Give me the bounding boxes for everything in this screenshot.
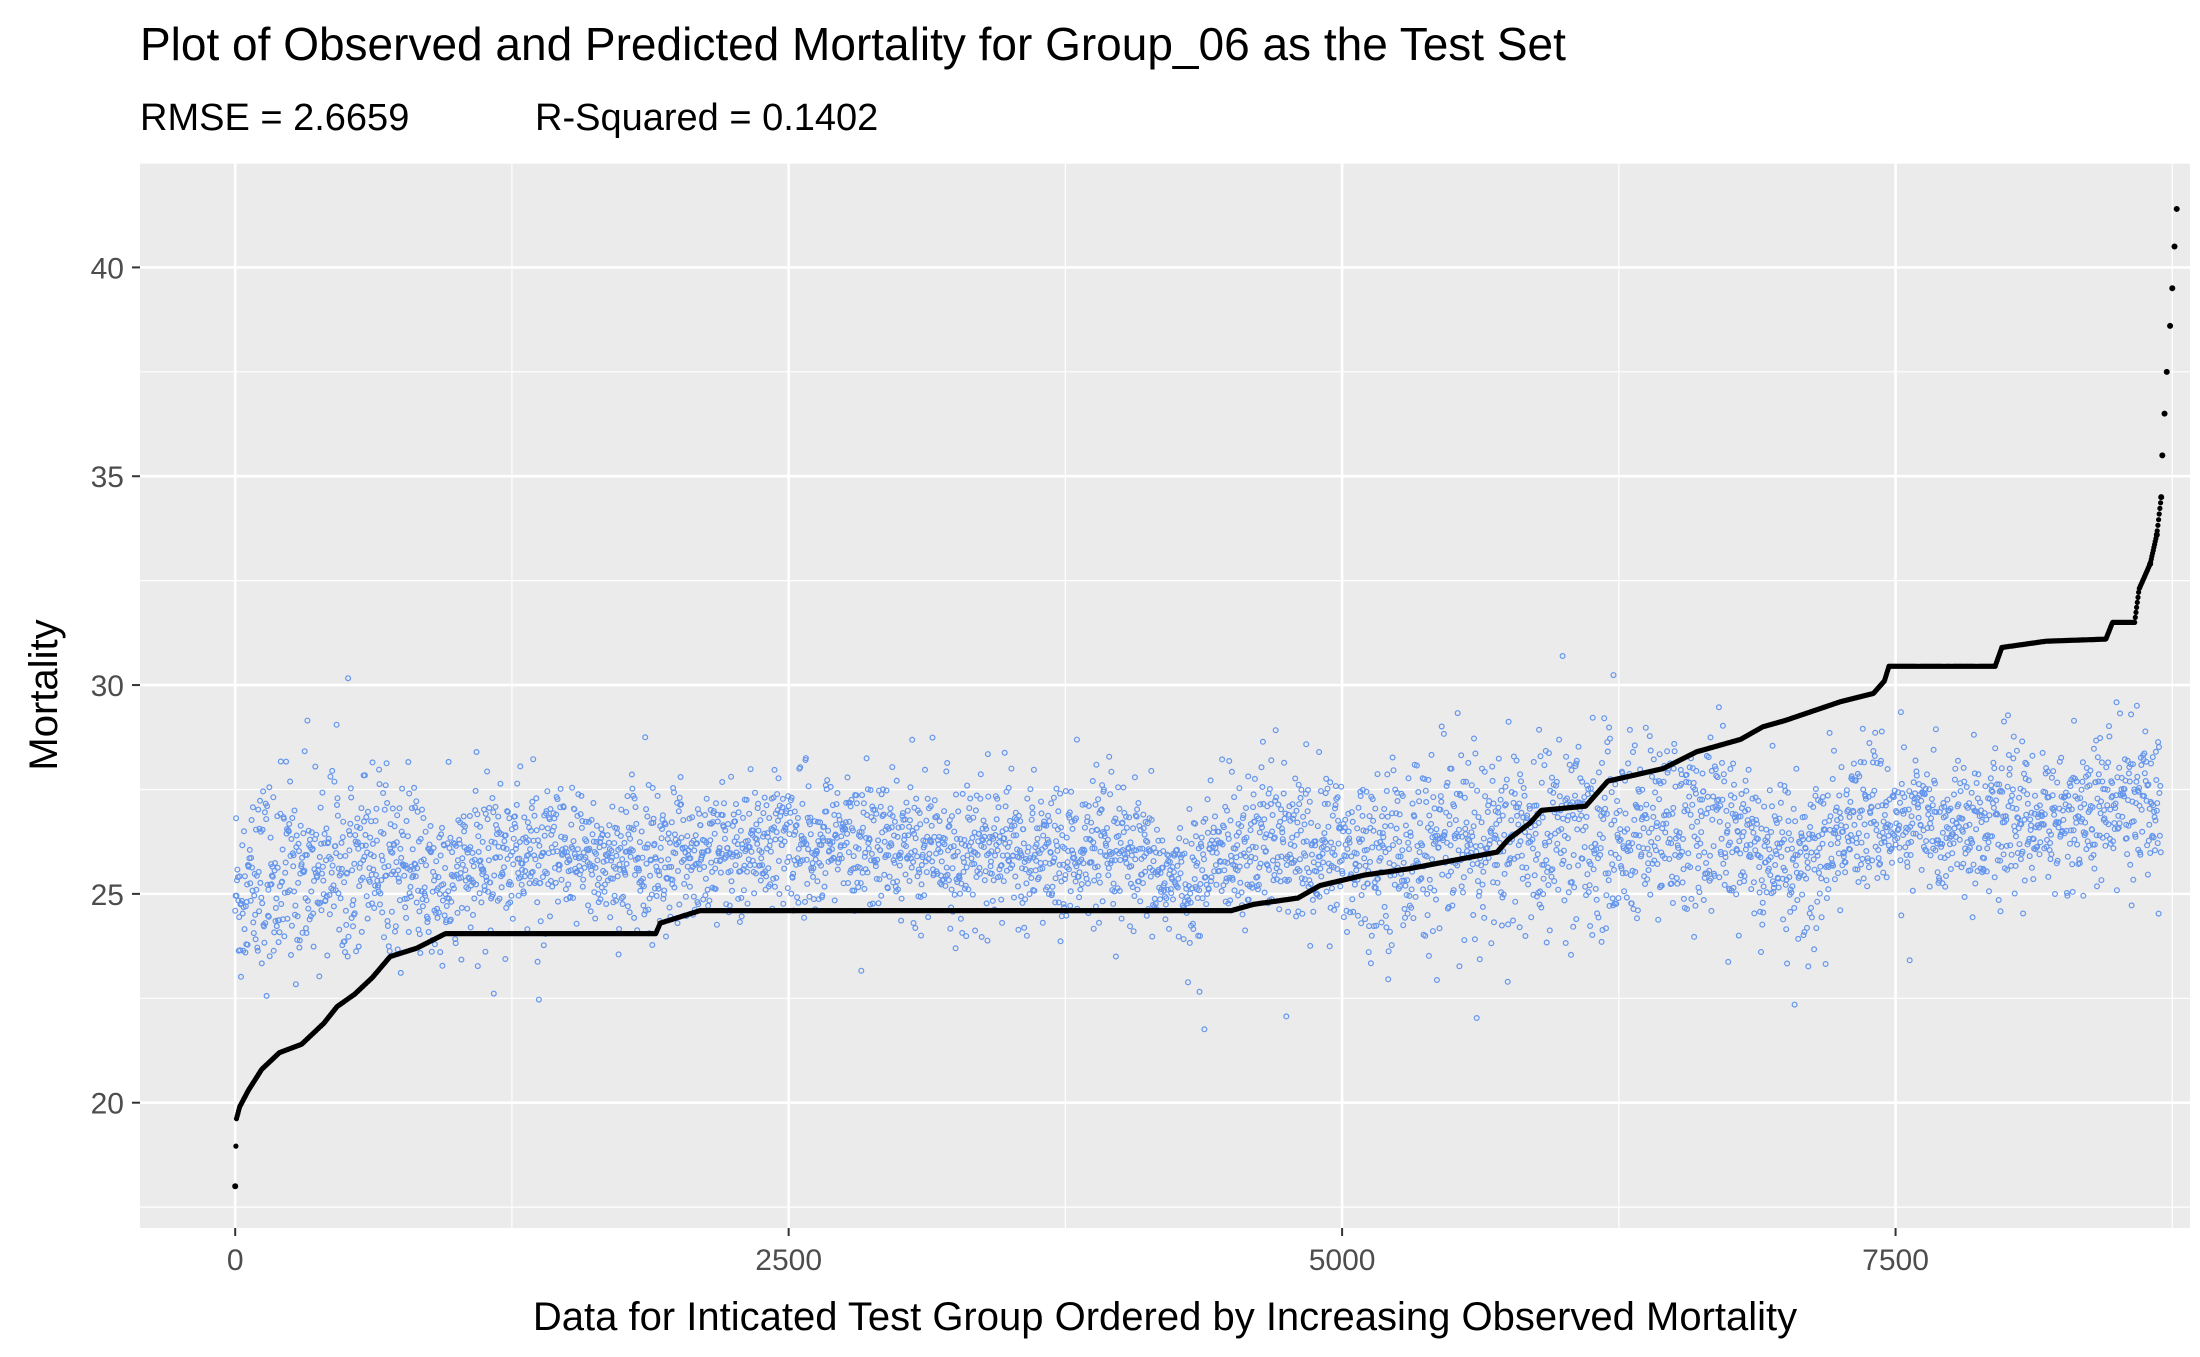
y-tick-label: 35 xyxy=(91,461,124,494)
observed-point xyxy=(2167,322,2174,329)
observed-point xyxy=(2171,243,2178,250)
x-tick-label: 0 xyxy=(227,1244,244,1277)
grid-minor xyxy=(140,162,2190,1228)
chart-title: Plot of Observed and Predicted Mortality… xyxy=(140,18,1566,70)
x-axis-title: Data for Inticated Test Group Ordered by… xyxy=(533,1295,1797,1339)
x-tick-label: 2500 xyxy=(755,1244,822,1277)
y-tick-label: 30 xyxy=(91,670,124,703)
chart-subtitle-rmse: RMSE = 2.6659 xyxy=(140,97,409,139)
y-tick-label: 40 xyxy=(91,252,124,285)
observed-point xyxy=(2163,368,2170,375)
y-axis-title: Mortality xyxy=(22,619,66,770)
observed-point xyxy=(2153,531,2160,538)
plot-panel xyxy=(140,163,2190,1228)
observed-points xyxy=(232,205,2180,1190)
grid-major xyxy=(140,163,2190,1228)
x-tick-label: 7500 xyxy=(1862,1244,1929,1277)
observed-point xyxy=(232,1183,239,1190)
predicted-points xyxy=(232,653,2164,1033)
observed-point xyxy=(2158,494,2165,501)
observed-point xyxy=(2159,452,2166,459)
observed-point xyxy=(2169,285,2176,292)
chart-subtitle-r2: R-Squared = 0.1402 xyxy=(535,97,878,139)
predicted-series xyxy=(232,653,2164,1033)
y-tick-label: 20 xyxy=(91,1088,124,1121)
y-axis-ticks: 20 25 30 35 40 xyxy=(91,252,140,1121)
observed-point xyxy=(2147,560,2154,567)
observed-point xyxy=(2161,410,2168,417)
x-tick-label: 5000 xyxy=(1309,1244,1376,1277)
y-tick-label: 25 xyxy=(91,879,124,912)
observed-point xyxy=(2173,205,2180,212)
x-axis-ticks: 0 2500 5000 7500 xyxy=(227,1228,1929,1277)
